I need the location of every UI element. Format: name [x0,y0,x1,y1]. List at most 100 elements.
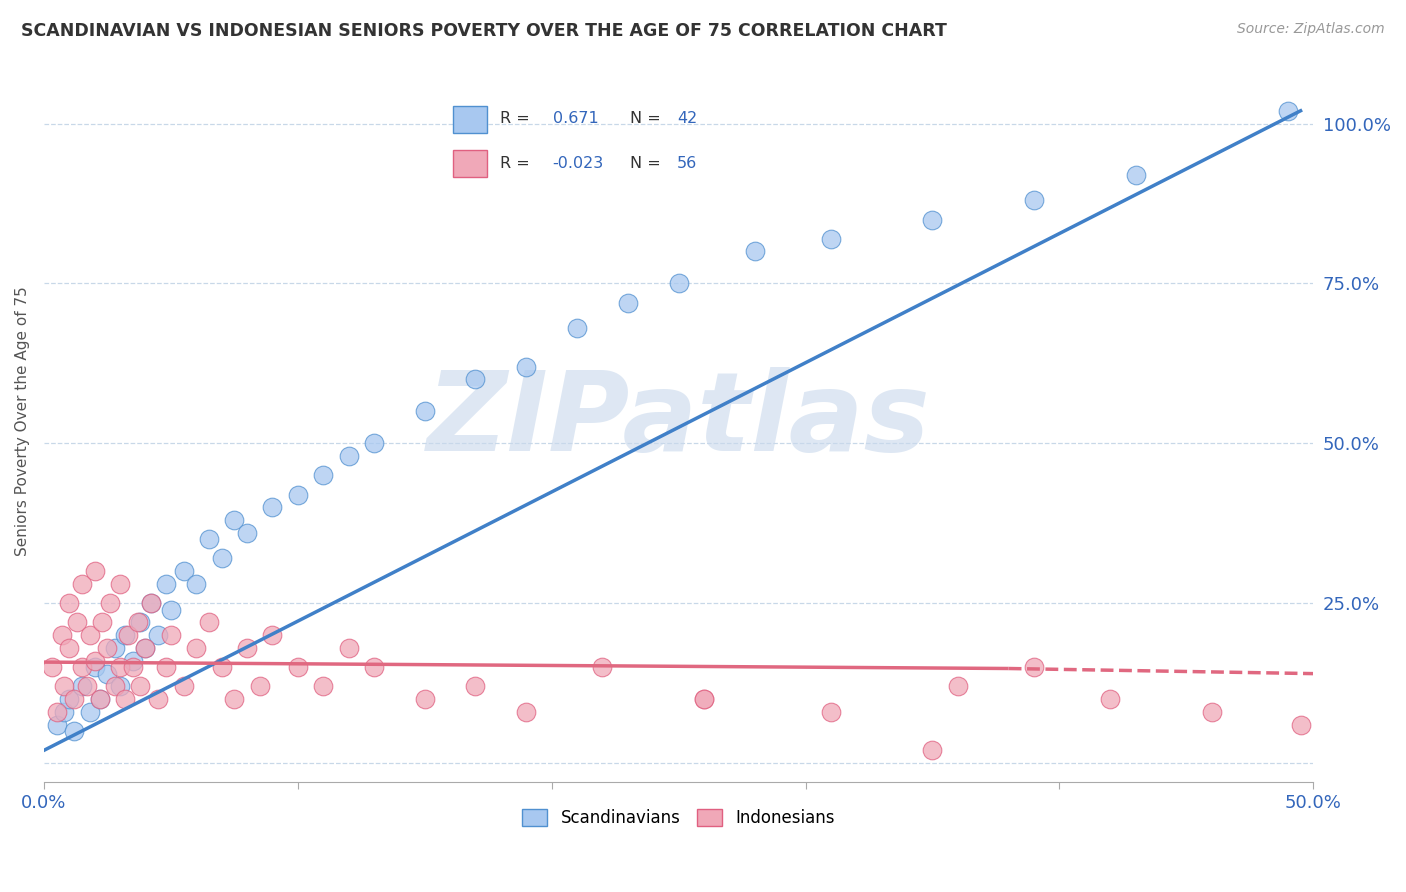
Point [464,372,486,386]
Point [693,692,716,706]
Point [45,705,67,719]
Point [1022,194,1045,208]
Point [211,660,233,674]
Point [159,602,181,616]
Point [262,500,284,515]
Point [70,680,93,694]
Point [820,232,842,246]
Point [1289,718,1312,732]
Point [515,359,537,374]
Point [146,628,169,642]
Point [337,640,360,655]
Point [45,718,67,732]
Point [198,615,221,630]
Point [108,577,131,591]
Point [693,692,716,706]
Point [83,660,105,674]
Point [668,277,690,291]
Point [1022,660,1045,674]
Point [58,596,80,610]
Text: ZIPatlas: ZIPatlas [426,368,931,475]
Point [515,705,537,719]
Legend: Scandinavians, Indonesians: Scandinavians, Indonesians [515,801,844,836]
Point [744,244,766,259]
Point [1201,705,1223,719]
Point [591,660,613,674]
Point [89,692,111,706]
Y-axis label: Seniors Poverty Over the Age of 75: Seniors Poverty Over the Age of 75 [15,286,30,556]
Point [249,680,271,694]
Point [98,596,121,610]
Point [413,404,436,418]
Point [1277,103,1299,118]
Text: Source: ZipAtlas.com: Source: ZipAtlas.com [1237,22,1385,37]
Point [1099,692,1122,706]
Point [129,615,152,630]
Point [139,596,162,610]
Point [117,628,139,642]
Point [41,660,63,674]
Point [104,680,127,694]
Point [921,743,943,757]
Point [114,628,136,642]
Point [83,564,105,578]
Point [464,680,486,694]
Point [63,692,86,706]
Point [186,577,208,591]
Point [129,680,152,694]
Point [946,680,969,694]
Point [921,212,943,227]
Point [127,615,149,630]
Point [83,654,105,668]
Point [363,660,385,674]
Point [159,628,181,642]
Point [820,705,842,719]
Point [66,615,89,630]
Point [53,705,76,719]
Point [134,640,156,655]
Point [70,660,93,674]
Point [58,692,80,706]
Point [211,551,233,566]
Point [79,705,101,719]
Point [173,564,195,578]
Point [114,692,136,706]
Point [186,640,208,655]
Point [312,468,335,483]
Point [108,660,131,674]
Point [134,640,156,655]
Point [139,596,162,610]
Point [337,449,360,463]
Point [287,660,309,674]
Point [413,692,436,706]
Text: SCANDINAVIAN VS INDONESIAN SENIORS POVERTY OVER THE AGE OF 75 CORRELATION CHART: SCANDINAVIAN VS INDONESIAN SENIORS POVER… [21,22,948,40]
Point [58,640,80,655]
Point [63,724,86,739]
Point [363,436,385,450]
Point [91,615,114,630]
Point [104,640,127,655]
Point [236,525,259,540]
Point [96,666,118,681]
Point [312,680,335,694]
Point [89,692,111,706]
Point [236,640,259,655]
Point [121,654,143,668]
Point [96,640,118,655]
Point [287,487,309,501]
Point [155,577,177,591]
Point [155,660,177,674]
Point [146,692,169,706]
Point [108,680,131,694]
Point [224,692,246,706]
Point [79,628,101,642]
Point [70,577,93,591]
Point [198,533,221,547]
Point [224,513,246,527]
Point [51,628,73,642]
Point [617,295,640,310]
Point [262,628,284,642]
Point [173,680,195,694]
Point [565,321,588,335]
Point [121,660,143,674]
